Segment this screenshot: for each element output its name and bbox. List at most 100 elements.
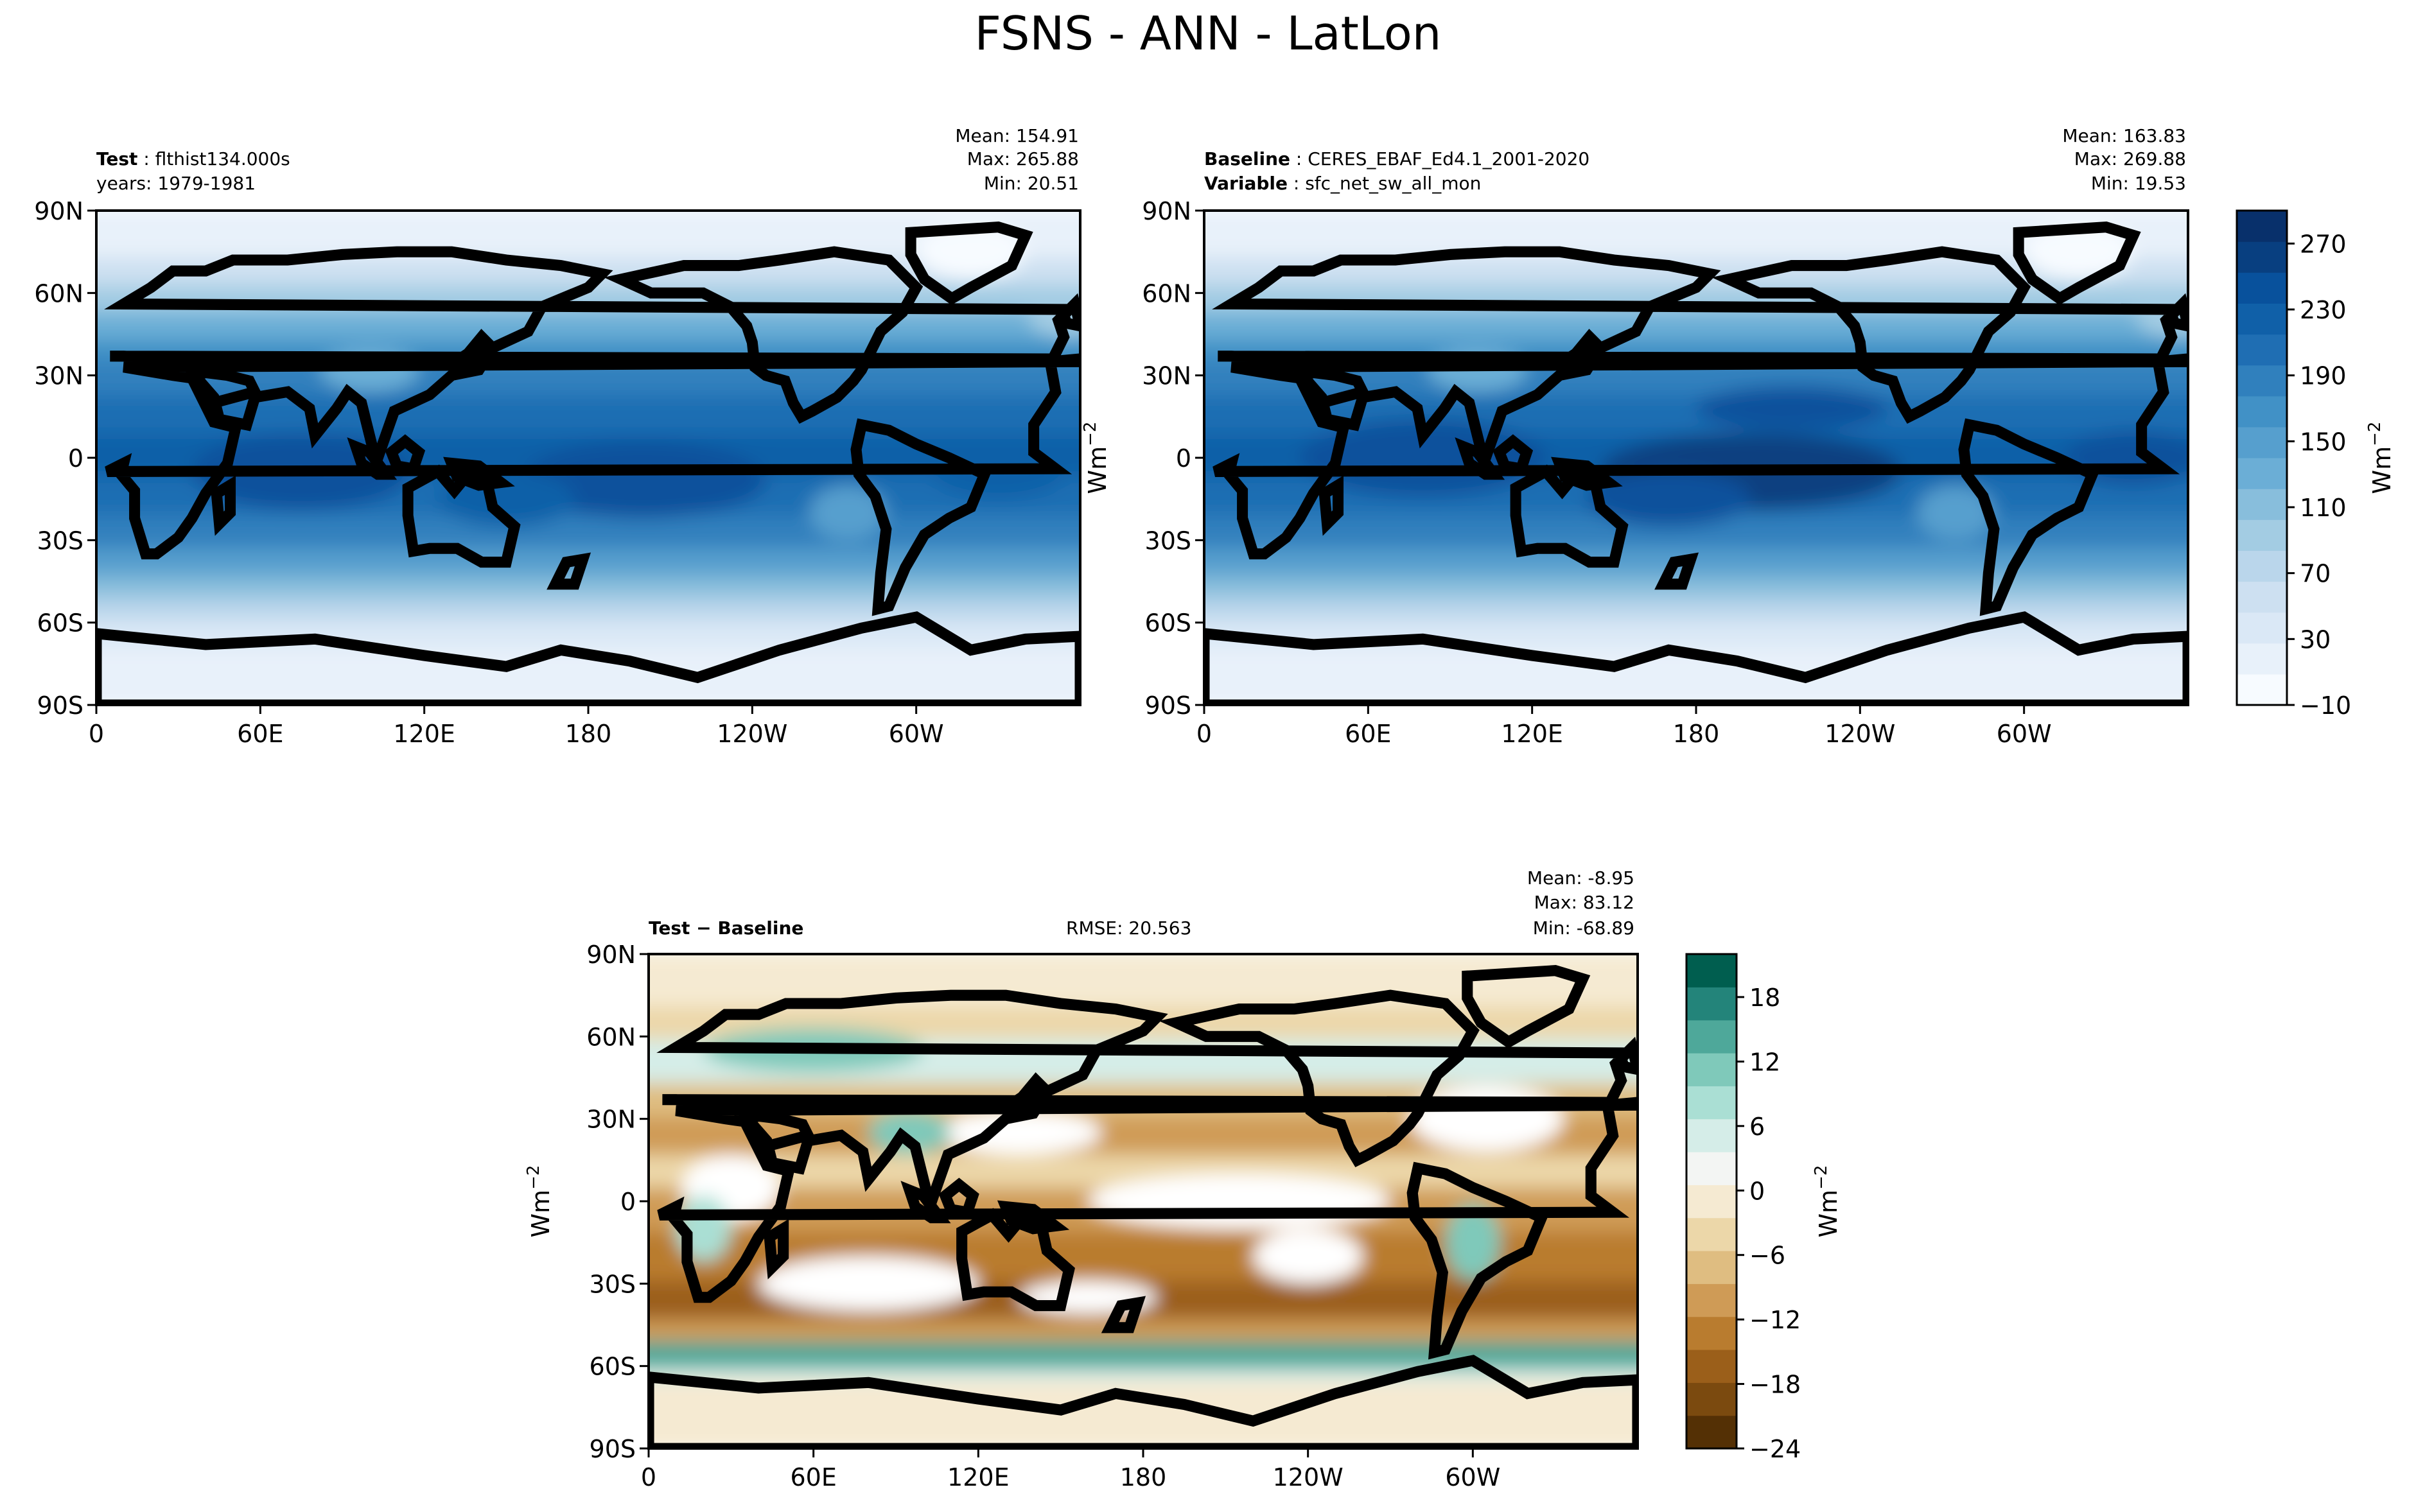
diff-xtick-label-2: 120E [947, 1463, 1010, 1491]
top-colorbar-segment-6 [2237, 489, 2287, 520]
diff-colorbar-segment-14 [1686, 954, 1737, 987]
diff-mean: Mean: -8.95 [1527, 867, 1634, 889]
baseline-ytick-label-3: 0 [1176, 444, 1191, 473]
baseline-ice-0 [2024, 224, 2133, 279]
test-pool-1 [520, 441, 766, 519]
top-colorbar-segment-14 [2237, 241, 2287, 273]
diff-white-2 [1088, 1174, 1390, 1229]
top-colorbar-segment-2 [2237, 612, 2287, 644]
diff-xtick-label-5: 60W [1445, 1463, 1500, 1491]
diff-min: Min: -68.89 [1532, 917, 1634, 939]
test-max: Max: 265.88 [967, 148, 1079, 169]
diff-colorbar-segment-0 [1686, 1415, 1737, 1449]
baseline-ytick-label-5: 60S [1145, 609, 1191, 638]
test-xtick-label-5: 60W [889, 720, 944, 748]
test-mean: Mean: 154.91 [955, 125, 1079, 146]
baseline-pool-2 [1696, 386, 1887, 431]
top-colorbar-units: Wm−2 [2365, 422, 2396, 494]
diff-colorbar-units-exponent: −2 [1812, 1165, 1831, 1190]
baseline-label-bold: Baseline [1204, 148, 1291, 169]
test-label: Test : flthist134.000s [96, 148, 290, 171]
diff-ytick-label-4: 30S [590, 1270, 636, 1298]
diff-white-6 [1253, 1228, 1363, 1284]
middle-units-label-base: Wm [1083, 446, 1112, 494]
diff-colorbar-segment-13 [1686, 987, 1737, 1021]
baseline-xtick-label-0: 0 [1196, 720, 1212, 748]
baseline-label-colon: : [1295, 148, 1302, 169]
diff-colorbar-frame [1685, 953, 1738, 1450]
baseline-pool-4 [1586, 471, 1751, 526]
diff-field [649, 954, 1638, 1448]
top-colorbar-tick-label-1: 30 [2300, 625, 2331, 654]
baseline-ytick-label-1: 60N [1142, 279, 1191, 308]
test-ytick-label-3: 0 [68, 444, 83, 473]
diff-colorbar-segment-10 [1686, 1086, 1737, 1120]
diff-colorbar-segment-7 [1686, 1185, 1737, 1219]
top-colorbar-segment-5 [2237, 519, 2287, 551]
test-band-6 [96, 394, 1080, 439]
baseline-mean: Mean: 163.83 [2062, 125, 2186, 146]
test-ytick-label-0: 90N [34, 197, 83, 225]
test-band-3 [96, 312, 1080, 345]
top-colorbar-segment-13 [2237, 272, 2287, 304]
middle-units-label: Wm−2 [1081, 422, 1112, 494]
test-xtick-label-4: 120W [717, 720, 787, 748]
test-ice-0 [916, 224, 1026, 279]
top-colorbar-segment-1 [2237, 643, 2287, 675]
diff-band-12 [649, 1380, 1638, 1448]
test-ytick-label-6: 90S [37, 691, 83, 720]
diff-ytick-label-1: 60N [586, 1023, 636, 1051]
top-colorbar-segment-4 [2237, 550, 2287, 582]
top-colorbar-tick-label-7: 270 [2300, 230, 2347, 258]
diff-colorbar-tick-label-2: −12 [1749, 1306, 1801, 1334]
test-cloud-0 [809, 485, 886, 541]
baseline-xtick-label-2: 120E [1501, 720, 1563, 748]
diff-max: Max: 83.12 [1534, 892, 1634, 913]
diff-white-4 [758, 1256, 979, 1312]
test-xtick-label-0: 0 [89, 720, 104, 748]
diff-xtick-label-0: 0 [641, 1463, 656, 1491]
top-colorbar-tick-label-5: 190 [2300, 362, 2347, 390]
top-colorbar-segment-12 [2237, 303, 2287, 335]
top-colorbar-units-base: Wm [2368, 446, 2396, 494]
top-colorbar-frame [2236, 209, 2288, 706]
test-ytick-label-5: 60S [37, 609, 83, 638]
middle-units-label-exponent: −2 [1081, 422, 1100, 446]
diff-colorbar-segment-8 [1686, 1152, 1737, 1185]
diff-xtick-label-4: 120W [1273, 1463, 1344, 1491]
diff-colorbar-segment-12 [1686, 1020, 1737, 1054]
diff-field-blur [649, 954, 1638, 1448]
top-colorbar-tick-label-4: 150 [2300, 428, 2347, 456]
diff-rmse: RMSE: 20.563 [1066, 917, 1192, 939]
test-xtick-label-1: 60E [237, 720, 283, 748]
diff-colorbar-tick-label-0: −24 [1749, 1435, 1801, 1463]
baseline-ytick-label-2: 30N [1142, 362, 1191, 390]
baseline-ytick-label-0: 90N [1142, 197, 1191, 225]
test-ytick-label-1: 60N [34, 279, 83, 308]
test-xtick-label-2: 120E [393, 720, 455, 748]
baseline-cloud-0 [1917, 485, 1994, 541]
diff-ytick-label-3: 0 [620, 1188, 636, 1216]
top-colorbar-segment-8 [2237, 426, 2287, 458]
baseline-variable-name: sfc_net_sw_all_mon [1305, 173, 1482, 194]
diff-ytick-label-6: 90S [590, 1435, 636, 1463]
top-colorbar-tick-label-3: 110 [2300, 494, 2347, 522]
diff-colorbar-tick-label-5: 6 [1749, 1113, 1765, 1141]
diff-colorbar-segment-6 [1686, 1217, 1737, 1251]
top-colorbar-segment-11 [2237, 334, 2287, 366]
diff-colorbar-segment-5 [1686, 1251, 1737, 1284]
diff-colorbar-tick-label-6: 12 [1749, 1048, 1780, 1076]
diff-colorbar-segment-9 [1686, 1118, 1737, 1152]
diff-label: Test − Baseline [649, 917, 803, 940]
top-colorbar-units-exponent: −2 [2365, 422, 2385, 446]
diff-colorbar-segment-4 [1686, 1283, 1737, 1317]
baseline-variable: Variable : sfc_net_sw_all_mon [1204, 172, 1481, 195]
diff-colorbar-tick-label-3: −6 [1749, 1242, 1785, 1270]
top-colorbar-tick-label-6: 230 [2300, 296, 2347, 324]
test-ytick-label-2: 30N [34, 362, 83, 390]
baseline-max: Max: 269.88 [2074, 148, 2186, 169]
top-colorbar-segment-0 [2237, 673, 2287, 706]
diff-colorbar-tick-label-4: 0 [1749, 1177, 1765, 1205]
